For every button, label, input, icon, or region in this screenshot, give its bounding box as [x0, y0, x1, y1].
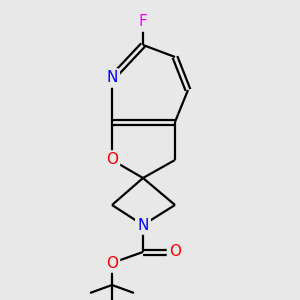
- Text: F: F: [139, 14, 147, 29]
- Text: O: O: [169, 244, 181, 260]
- Text: N: N: [137, 218, 149, 232]
- Text: N: N: [106, 70, 118, 86]
- Text: O: O: [106, 152, 118, 167]
- Text: O: O: [106, 256, 118, 271]
